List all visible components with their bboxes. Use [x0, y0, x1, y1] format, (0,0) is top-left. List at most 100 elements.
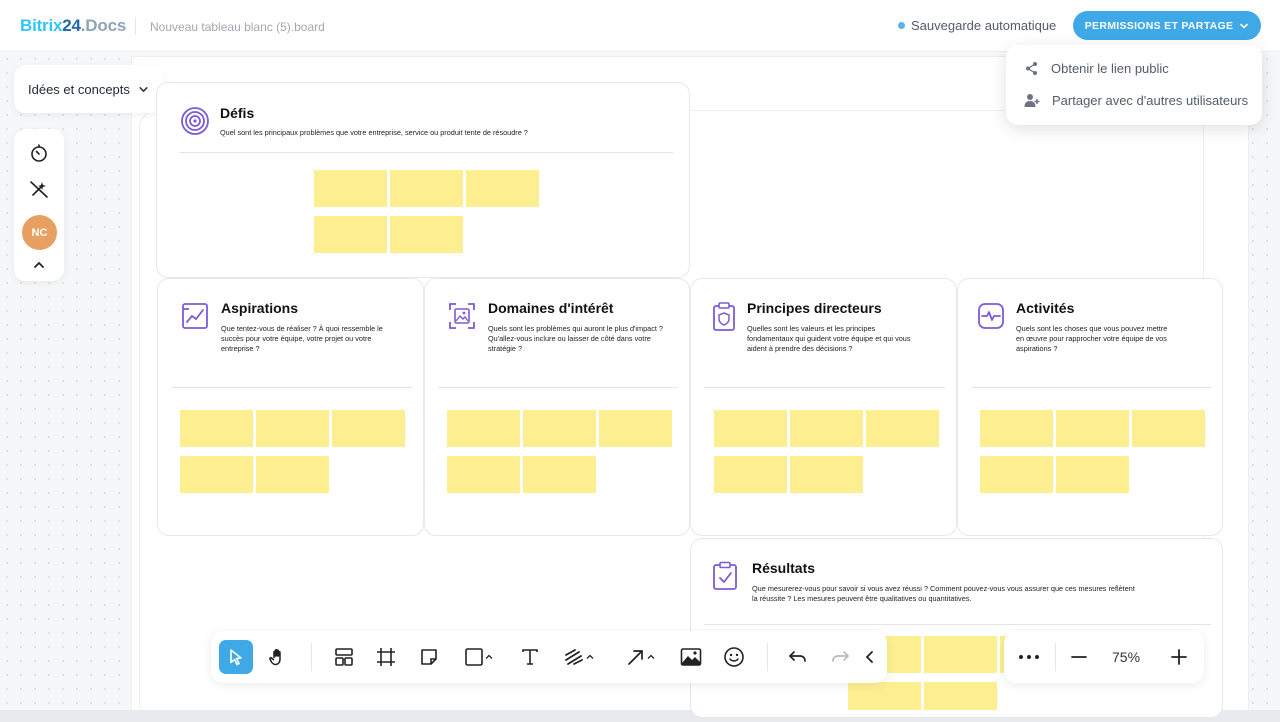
menu-item-label: Obtenir le lien public [1051, 61, 1169, 76]
card-description: Quels sont les problèmes qui auront le p… [488, 324, 663, 353]
card-domaines[interactable]: Domaines d'intérêt Quels sont les problè… [424, 278, 690, 536]
card-title: Principes directeurs [747, 300, 882, 316]
logo-part-24: 24 [62, 16, 81, 35]
frame-icon [377, 648, 395, 666]
image-icon [680, 648, 702, 666]
menu-item-public-link[interactable]: Obtenir le lien public [1024, 61, 1169, 76]
card-divider [438, 387, 678, 388]
cursor-icon [230, 649, 242, 666]
undo-button[interactable] [781, 640, 815, 674]
autosave-status: Sauvegarde automatique [898, 18, 1056, 33]
sticky-note[interactable] [314, 216, 387, 253]
menu-item-share-users[interactable]: Partager avec d'autres utilisateurs [1024, 93, 1248, 108]
chevron-down-icon [139, 86, 148, 92]
sticky-note[interactable] [980, 456, 1053, 493]
text-icon [522, 649, 538, 665]
arrow-tool-button[interactable] [618, 640, 664, 674]
sticky-note[interactable] [1056, 456, 1129, 493]
sticky-note[interactable] [314, 170, 387, 207]
card-divider [704, 624, 1211, 625]
sticky-note[interactable] [924, 636, 997, 673]
share-icon [1026, 62, 1037, 75]
toolbar-divider [311, 643, 312, 671]
frame-tool-button[interactable] [369, 640, 403, 674]
card-divider [179, 152, 673, 153]
sticky-note[interactable] [1056, 410, 1129, 447]
sticky-note[interactable] [523, 456, 596, 493]
sticky-note-tool-button[interactable] [412, 640, 446, 674]
sticky-note[interactable] [599, 410, 672, 447]
sticky-note[interactable] [180, 456, 253, 493]
chevron-up-icon[interactable] [27, 253, 51, 277]
card-description: Quelles sont les valeurs et les principe… [747, 324, 911, 353]
bitrix24-docs-logo[interactable]: Bitrix24.Docs [20, 16, 126, 36]
redo-icon [832, 651, 849, 662]
hand-icon [269, 649, 281, 666]
autosave-dot-icon [898, 22, 905, 29]
zoom-level[interactable]: 75% [1112, 649, 1141, 665]
card-title: Activités [1016, 300, 1075, 316]
sticky-note[interactable] [256, 410, 329, 447]
sticky-note[interactable] [180, 410, 253, 447]
sticky-note[interactable] [790, 456, 863, 493]
sticky-note[interactable] [714, 410, 787, 447]
card-description: Que tentez-vous de réaliser ? À quoi res… [221, 324, 383, 353]
target-icon [181, 107, 209, 135]
sticky-note[interactable] [714, 456, 787, 493]
more-dots-icon [1019, 655, 1039, 659]
card-title: Résultats [752, 560, 816, 576]
focus-image-icon [449, 303, 475, 329]
timer-icon[interactable] [27, 141, 51, 165]
layout-icon [335, 648, 353, 666]
sticky-note[interactable] [332, 410, 405, 447]
sticky-note[interactable] [447, 410, 520, 447]
arrow-icon [628, 650, 643, 665]
laser-pointer-off-icon[interactable] [27, 177, 51, 201]
zoom-in-button[interactable] [1162, 640, 1196, 674]
plus-icon [1171, 649, 1187, 665]
frame-selector-dropdown[interactable]: Idées et concepts [14, 65, 164, 113]
sticky-note[interactable] [523, 410, 596, 447]
card-activites[interactable]: Activités Quels sont les choses que vous… [957, 278, 1223, 536]
sticky-note[interactable] [866, 410, 939, 447]
permissions-share-label: PERMISSIONS ET PARTAGE [1084, 19, 1234, 32]
sticky-note[interactable] [1132, 410, 1205, 447]
collapse-toolbar-button[interactable] [857, 640, 883, 674]
sticky-note[interactable] [848, 682, 921, 710]
select-tool-button[interactable] [219, 640, 253, 674]
zoom-out-button[interactable] [1062, 640, 1096, 674]
image-tool-button[interactable] [674, 640, 708, 674]
sticky-note[interactable] [924, 682, 997, 710]
drawing-toolbar [211, 631, 887, 683]
templates-button[interactable] [327, 640, 361, 674]
sticky-note[interactable] [790, 410, 863, 447]
card-aspirations[interactable]: Aspirations Que tentez-vous de réaliser … [157, 278, 424, 536]
activity-pulse-icon [978, 303, 1004, 329]
avatar[interactable]: NC [22, 215, 57, 250]
sticky-note[interactable] [390, 216, 463, 253]
emoji-tool-button[interactable] [717, 640, 751, 674]
frame-selector-label: Idées et concepts [28, 81, 130, 97]
more-options-button[interactable] [1012, 640, 1046, 674]
menu-item-label: Partager avec d'autres utilisateurs [1052, 93, 1249, 108]
sticky-note[interactable] [466, 170, 539, 207]
board-name[interactable]: Nouveau tableau blanc (5).board [150, 20, 325, 34]
sticky-note[interactable] [447, 456, 520, 493]
card-principes[interactable]: Principes directeurs Quelles sont les va… [690, 278, 957, 536]
add-user-icon [1024, 94, 1040, 107]
sticky-note[interactable] [256, 456, 329, 493]
pen-tool-button[interactable] [556, 640, 602, 674]
permissions-share-button[interactable]: PERMISSIONS ET PARTAGE [1073, 11, 1261, 40]
toolbar-divider [1055, 643, 1056, 671]
shape-tool-button[interactable] [456, 640, 502, 674]
clipboard-shield-icon [713, 302, 735, 331]
sticky-note[interactable] [390, 170, 463, 207]
redo-button[interactable] [823, 640, 857, 674]
header-divider [135, 17, 136, 35]
emoji-icon [724, 647, 744, 667]
sticky-note[interactable] [980, 410, 1053, 447]
growth-chart-icon [182, 303, 208, 329]
square-icon [465, 648, 483, 666]
text-tool-button[interactable] [513, 640, 547, 674]
hand-tool-button[interactable] [261, 640, 295, 674]
